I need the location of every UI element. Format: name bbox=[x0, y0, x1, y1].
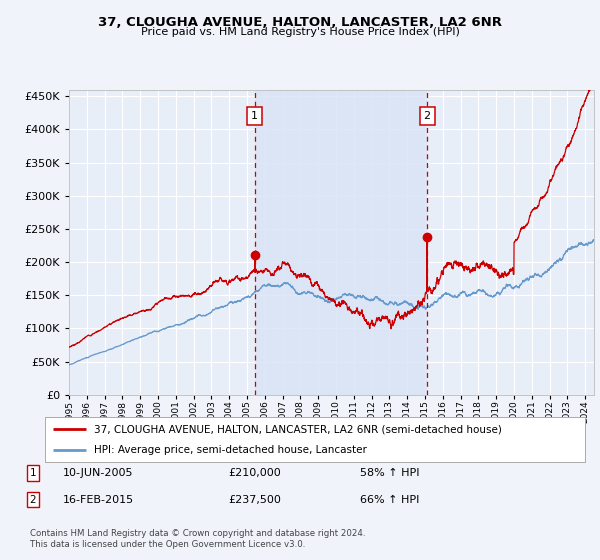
Bar bbox=[255, 90, 427, 395]
Text: Price paid vs. HM Land Registry's House Price Index (HPI): Price paid vs. HM Land Registry's House … bbox=[140, 27, 460, 37]
Text: 37, CLOUGHA AVENUE, HALTON, LANCASTER, LA2 6NR: 37, CLOUGHA AVENUE, HALTON, LANCASTER, L… bbox=[98, 16, 502, 29]
Text: 10-JUN-2005: 10-JUN-2005 bbox=[63, 468, 133, 478]
Text: £237,500: £237,500 bbox=[228, 494, 281, 505]
Text: 66% ↑ HPI: 66% ↑ HPI bbox=[360, 494, 419, 505]
Text: HPI: Average price, semi-detached house, Lancaster: HPI: Average price, semi-detached house,… bbox=[94, 445, 367, 455]
Text: Contains HM Land Registry data © Crown copyright and database right 2024.
This d: Contains HM Land Registry data © Crown c… bbox=[30, 529, 365, 549]
Text: 16-FEB-2015: 16-FEB-2015 bbox=[63, 494, 134, 505]
Text: £210,000: £210,000 bbox=[228, 468, 281, 478]
Text: 1: 1 bbox=[251, 111, 258, 121]
Text: 58% ↑ HPI: 58% ↑ HPI bbox=[360, 468, 419, 478]
Text: 2: 2 bbox=[424, 111, 431, 121]
Text: 1: 1 bbox=[29, 468, 37, 478]
Text: 2: 2 bbox=[29, 494, 37, 505]
Text: 37, CLOUGHA AVENUE, HALTON, LANCASTER, LA2 6NR (semi-detached house): 37, CLOUGHA AVENUE, HALTON, LANCASTER, L… bbox=[94, 424, 502, 435]
